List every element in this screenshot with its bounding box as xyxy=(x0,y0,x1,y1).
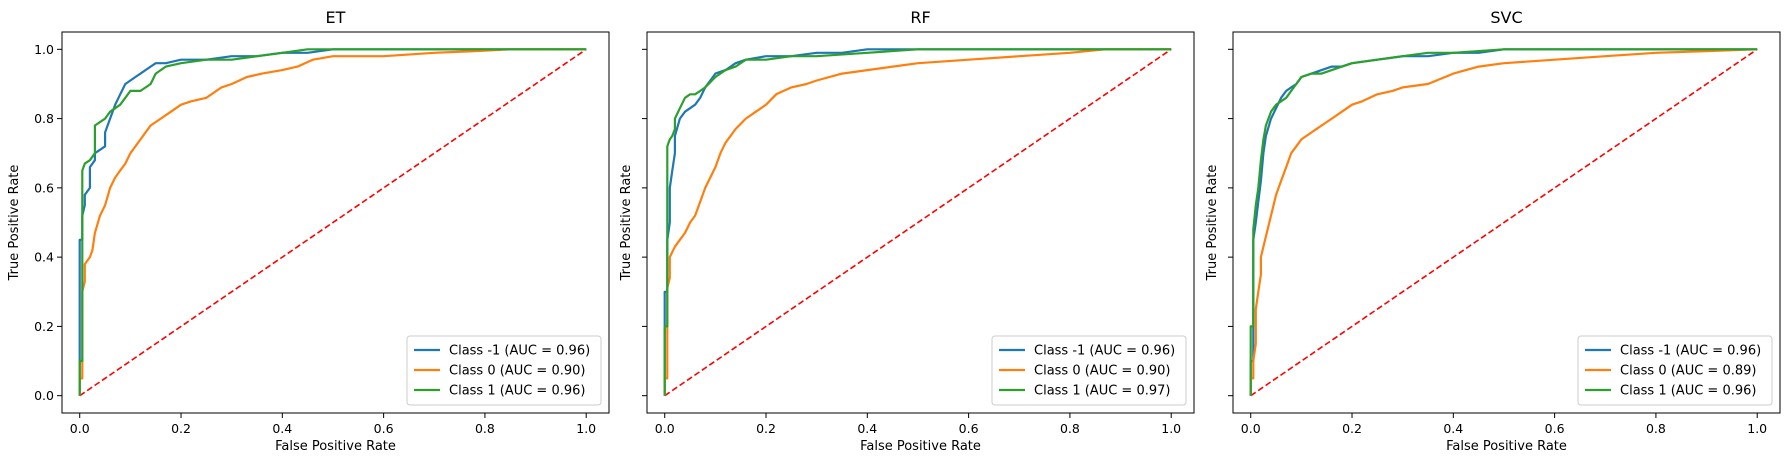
y-tick-label: 0.0 xyxy=(34,388,54,403)
x-tick-label: 0.0 xyxy=(70,421,90,436)
x-tick-label: 0.6 xyxy=(1545,421,1565,436)
x-tick-label: 0.8 xyxy=(1060,421,1080,436)
x-axis-label: False Positive Rate xyxy=(1446,439,1567,454)
roc-curve-series-1 xyxy=(78,48,587,396)
legend: Class -1 (AUC = 0.96) Class 0 (AUC = 0.90… xyxy=(991,335,1187,406)
legend-entry: Class -1 (AUC = 0.96) xyxy=(1034,344,1175,359)
legend-entry: Class 1 (AUC = 0.96) xyxy=(1620,384,1756,399)
plot-frame xyxy=(1232,31,1781,414)
y-tick-label: 0.2 xyxy=(34,319,54,334)
roc-curve-series-1 xyxy=(663,48,1172,396)
panel-et: ET 0.0 0.2 0.4 0.6 0.8 1.0 0.0 0.2 0.4 0.6 0.8 1.0 Fa… xyxy=(7,8,610,454)
x-tick-label: 1.0 xyxy=(1161,421,1181,436)
roc-curve-series-0 xyxy=(78,48,587,396)
legend: Class -1 (AUC = 0.96) Class 0 (AUC = 0.89… xyxy=(1577,335,1773,406)
y-axis-label: True Positive Rate xyxy=(7,165,22,282)
legend-entry: Class 0 (AUC = 0.90) xyxy=(449,364,585,379)
legend-entry: Class -1 (AUC = 0.96) xyxy=(449,344,590,359)
chance-diagonal-line xyxy=(1250,48,1758,397)
plot-frame xyxy=(646,31,1195,414)
roc-curve-series-2 xyxy=(663,48,1172,396)
x-tick-label: 0.0 xyxy=(1241,421,1261,436)
y-axis-label: True Positive Rate xyxy=(1205,165,1220,282)
chance-diagonal-line xyxy=(664,48,1172,397)
panel-title: ET xyxy=(326,8,346,27)
x-tick-label: 0.8 xyxy=(1646,421,1666,436)
x-axis-label: False Positive Rate xyxy=(860,439,981,454)
legend-entry: Class 0 (AUC = 0.90) xyxy=(1034,364,1170,379)
x-tick-label: 0.0 xyxy=(655,421,675,436)
y-tick-label: 1.0 xyxy=(34,42,54,57)
panel-title: RF xyxy=(910,8,930,27)
x-tick-label: 0.8 xyxy=(475,421,495,436)
x-tick-label: 1.0 xyxy=(576,421,596,436)
panel-svc: SVC 0.0 0.2 0.4 0.6 0.8 1.0 False Positive Rate… xyxy=(1205,8,1781,454)
chance-diagonal-line xyxy=(79,48,587,397)
legend-entry: Class 1 (AUC = 0.96) xyxy=(449,384,585,399)
panel-rf: RF 0.0 0.2 0.4 0.6 0.8 1.0 False Positive Rate T… xyxy=(619,8,1195,454)
x-tick-label: 0.6 xyxy=(374,421,394,436)
x-tick-label: 1.0 xyxy=(1747,421,1767,436)
roc-curve-series-2 xyxy=(78,48,587,396)
y-tick-label: 0.6 xyxy=(34,180,54,195)
legend: Class -1 (AUC = 0.96) Class 0 (AUC = 0.90… xyxy=(406,335,602,406)
plot-frame xyxy=(61,31,610,414)
legend-entry: Class 0 (AUC = 0.89) xyxy=(1620,364,1756,379)
x-tick-label: 0.2 xyxy=(1342,421,1362,436)
y-tick-label: 0.4 xyxy=(34,250,54,265)
roc-curve-series-1 xyxy=(1249,48,1758,396)
x-tick-label: 0.6 xyxy=(959,421,979,436)
legend-box xyxy=(1577,335,1773,406)
legend-box xyxy=(991,335,1187,406)
y-axis-label: True Positive Rate xyxy=(619,165,634,282)
legend-box xyxy=(406,335,602,406)
panel-title: SVC xyxy=(1490,8,1522,27)
roc-curve-series-2 xyxy=(1249,48,1758,396)
x-tick-label: 0.2 xyxy=(171,421,191,436)
legend-entry: Class -1 (AUC = 0.96) xyxy=(1620,344,1761,359)
x-axis-label: False Positive Rate xyxy=(275,439,396,454)
legend-entry: Class 1 (AUC = 0.97) xyxy=(1034,384,1170,399)
x-tick-label: 0.4 xyxy=(272,421,292,436)
x-tick-label: 0.4 xyxy=(857,421,877,436)
x-tick-label: 0.4 xyxy=(1443,421,1463,436)
y-tick-label: 0.8 xyxy=(34,111,54,126)
x-tick-label: 0.2 xyxy=(756,421,776,436)
